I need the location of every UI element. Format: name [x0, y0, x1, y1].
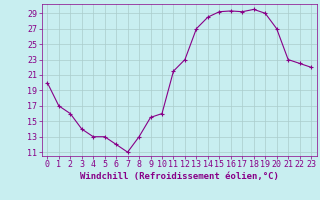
X-axis label: Windchill (Refroidissement éolien,°C): Windchill (Refroidissement éolien,°C) [80, 172, 279, 181]
